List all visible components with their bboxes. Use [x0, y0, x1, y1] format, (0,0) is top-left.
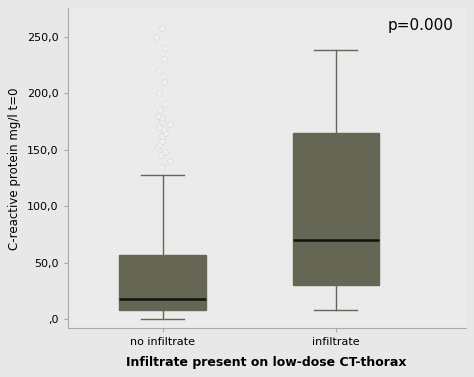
PathPatch shape: [119, 255, 206, 310]
Point: [161, 45, 169, 51]
Point: [155, 90, 163, 96]
Y-axis label: C-reactive protein mg/l t=0: C-reactive protein mg/l t=0: [9, 87, 21, 250]
Point: [158, 164, 165, 170]
Point: [160, 79, 168, 85]
Point: [161, 101, 168, 107]
Point: [159, 138, 166, 144]
PathPatch shape: [292, 133, 379, 285]
Point: [157, 152, 165, 158]
Point: [160, 56, 167, 62]
Point: [155, 67, 163, 74]
Point: [162, 130, 169, 136]
Point: [162, 149, 169, 155]
Point: [155, 124, 163, 130]
Point: [156, 107, 164, 113]
Point: [166, 121, 174, 127]
Point: [159, 133, 166, 139]
Point: [159, 126, 166, 132]
Point: [156, 141, 164, 147]
X-axis label: Infiltrate present on low-dose CT-thorax: Infiltrate present on low-dose CT-thorax: [127, 356, 407, 369]
Point: [158, 118, 166, 124]
Text: p=0.000: p=0.000: [388, 18, 454, 33]
Point: [158, 115, 166, 121]
Point: [158, 25, 165, 31]
Point: [166, 158, 174, 164]
Point: [155, 113, 162, 119]
Point: [152, 34, 160, 40]
Point: [154, 144, 162, 150]
